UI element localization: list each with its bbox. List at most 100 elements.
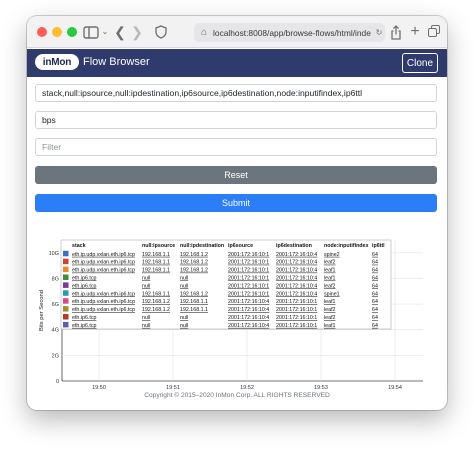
- legend-swatch: [63, 290, 69, 296]
- legend-swatch: [63, 306, 69, 312]
- legend-cell: 192.168.1.2: [142, 299, 170, 305]
- flow-chart: 0 2G 4G 6G 8G 10G 19:50 19:51 19:52 19:53 19:54 Bit…: [27, 218, 447, 390]
- legend-cell: 192.168.1.1: [142, 260, 170, 266]
- value-input[interactable]: bps: [35, 111, 437, 129]
- legend-table: [60, 239, 392, 330]
- legend-cell: leaf1: [324, 268, 336, 274]
- legend-cell: 2001:172:16:10:1: [228, 260, 269, 266]
- inmon-logo[interactable]: inMon: [35, 54, 79, 70]
- legend-header-null-ipsource: null:ipsource: [142, 243, 175, 249]
- x-tick-label: 19:52: [240, 385, 254, 390]
- legend-cell: 2001:172:16:10:4: [276, 276, 317, 282]
- legend-cell: eth.ip6.tcp: [72, 276, 96, 282]
- address-bar[interactable]: ⌂ localhost:8008/app/browse-flows/html/i…: [194, 23, 385, 42]
- reset-button[interactable]: Reset: [35, 166, 437, 184]
- app-title[interactable]: Flow Browser: [83, 56, 150, 68]
- legend-swatch: [63, 274, 69, 280]
- legend-cell: eth.ip6.tcp: [72, 283, 96, 289]
- legend-cell: eth.ip.udp.vxlan.eth.ip6.tcp: [72, 291, 135, 297]
- legend-swatch: [63, 282, 69, 288]
- legend-cell: 64: [372, 315, 378, 321]
- browser-toolbar: ⌄ ❮ ❯ ⌂ localhost:8008/app/browse-flows/…: [27, 16, 447, 48]
- app-navbar: inMon Flow Browser Clone: [27, 49, 447, 77]
- close-window-button[interactable]: [37, 27, 47, 37]
- logo-text: inMon: [42, 56, 72, 68]
- legend-cell: 192.168.1.2: [180, 268, 208, 274]
- legend-header-null-ipdestination: null:ipdestination: [180, 243, 224, 249]
- clone-button[interactable]: Clone: [402, 53, 438, 73]
- submit-button[interactable]: Submit: [35, 194, 437, 212]
- forward-icon[interactable]: ❯: [131, 24, 143, 40]
- legend-cell: null: [142, 283, 150, 289]
- legend-cell: null: [142, 315, 150, 321]
- back-icon[interactable]: ❮: [114, 24, 126, 40]
- legend-cell: eth.ip.udp.vxlan.eth.ip6.tcp: [72, 307, 135, 313]
- shield-icon[interactable]: [154, 24, 168, 40]
- legend-swatch: [63, 298, 69, 304]
- legend-cell: 192.168.1.2: [180, 252, 208, 258]
- legend-cell: 64: [372, 283, 378, 289]
- reload-icon[interactable]: ↻: [375, 28, 383, 37]
- legend-cell: spine2: [324, 252, 340, 258]
- legend-cell: 192.168.1.2: [142, 307, 170, 313]
- chevron-down-icon[interactable]: ⌄: [101, 27, 109, 36]
- legend-cell: 64: [372, 323, 378, 329]
- legend-cell: 2001:172:16:10:4: [228, 323, 269, 329]
- legend-header-ip6ttl: ip6ttl: [372, 243, 385, 249]
- minimize-window-button[interactable]: [52, 27, 62, 37]
- y-tick-label: 0: [56, 379, 59, 385]
- url-text: localhost:8008/app/browse-flows/html/ind…: [213, 27, 371, 38]
- y-tick-label: 4G: [52, 328, 59, 334]
- legend-cell: 2001:172:16:10:4: [228, 307, 269, 313]
- legend-cell: eth.ip.udp.vxlan.eth.ip6.tcp: [72, 268, 135, 274]
- legend-cell: 192.168.1.1: [180, 307, 208, 313]
- filter-input[interactable]: Filter: [35, 138, 437, 156]
- legend-swatch: [63, 314, 69, 320]
- new-tab-icon[interactable]: +: [410, 23, 420, 40]
- legend-cell: 2001:172:16:10:1: [228, 283, 269, 289]
- legend-cell: 64: [372, 268, 378, 274]
- legend-cell: 2001:172:16:10:1: [228, 268, 269, 274]
- legend-cell: 2001:172:16:10:4: [276, 283, 317, 289]
- legend-cell: 2001:172:16:10:1: [228, 276, 269, 282]
- legend-cell: 192.168.1.1: [180, 299, 208, 305]
- legend-cell: 64: [372, 307, 378, 313]
- keys-input[interactable]: stack,null:ipsource,null:ipdestination,i…: [35, 84, 437, 102]
- y-tick-label: 8G: [52, 276, 59, 282]
- footer-copyright: Copyright © 2015–2020 InMon Corp. ALL RI…: [144, 392, 330, 399]
- legend-cell: 192.168.1.1: [142, 252, 170, 258]
- legend-swatch: [63, 250, 69, 257]
- legend-cell: 192.168.1.2: [180, 260, 208, 266]
- legend-swatch: [63, 258, 69, 265]
- legend-cell: null: [180, 283, 188, 289]
- legend-cell: leaf1: [324, 299, 336, 305]
- legend-cell: null: [180, 315, 188, 321]
- legend-cell: 192.168.1.2: [180, 291, 208, 297]
- legend-cell: 2001:172:16:10:1: [228, 252, 269, 258]
- legend-cell: 64: [372, 260, 378, 266]
- legend-cell: null: [180, 276, 188, 282]
- legend-cell: 64: [372, 291, 378, 297]
- legend-cell: null: [142, 323, 150, 329]
- legend-cell: 2001:172:16:10:1: [276, 299, 317, 305]
- legend-cell: spine1: [324, 291, 340, 297]
- legend-cell: leaf1: [324, 276, 336, 282]
- sidebar-icon[interactable]: [82, 24, 100, 40]
- tab-overview-icon[interactable]: [427, 24, 441, 40]
- legend-cell: 2001:172:16:10:1: [228, 291, 269, 297]
- legend-cell: 64: [372, 252, 378, 258]
- share-icon[interactable]: [389, 24, 403, 40]
- legend-cell: 2001:172:16:10:4: [276, 252, 317, 258]
- legend-header-ip6destination: ip6destination: [276, 243, 312, 249]
- legend-cell: leaf2: [324, 315, 336, 321]
- legend-header-stack: stack: [72, 243, 86, 249]
- legend-cell: eth.ip6.tcp: [72, 315, 96, 321]
- legend-cell: 64: [372, 276, 378, 282]
- home-icon: ⌂: [201, 26, 208, 38]
- legend-cell: 192.168.1.1: [142, 268, 170, 274]
- legend-cell: 2001:172:16:10:4: [228, 299, 269, 305]
- zoom-window-button[interactable]: [67, 27, 77, 37]
- legend-cell: leaf2: [324, 260, 336, 266]
- y-tick-label: 10G: [49, 251, 59, 257]
- legend-cell: 2001:172:16:10:4: [228, 315, 269, 321]
